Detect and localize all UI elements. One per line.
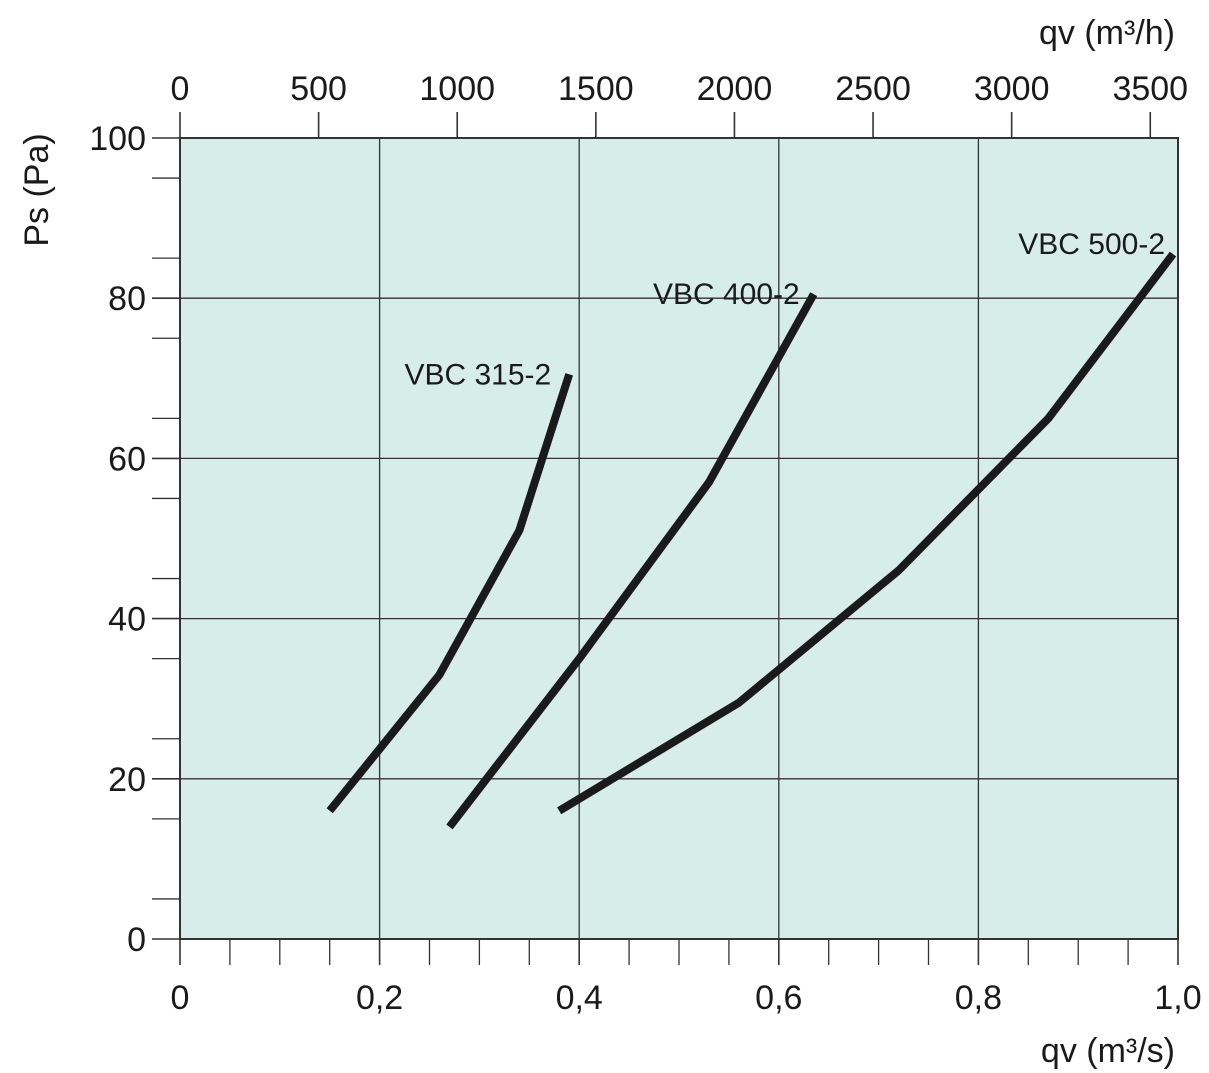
series-lines (326, 251, 1177, 830)
y-tick-label: 100 (89, 120, 146, 158)
series-line (446, 292, 818, 830)
minor-ticks (152, 112, 1179, 965)
x2-tick-label: 1000 (419, 70, 495, 108)
y-tick-label: 60 (108, 440, 146, 478)
x-tick-label: 0,8 (955, 979, 1002, 1017)
y-tick-label: 20 (108, 761, 146, 799)
x2-tick-label: 500 (290, 70, 347, 108)
x2-tick-label: 2000 (697, 70, 773, 108)
x-tick-label: 0 (171, 979, 190, 1017)
x2-tick-label: 0 (171, 70, 190, 108)
y-tick-label: 80 (108, 280, 146, 318)
y-tick-label: 40 (108, 601, 146, 639)
y-axis-title: Ps (Pa) (18, 133, 56, 246)
series-line (557, 251, 1177, 815)
x-axis-title: qv (m³/s) (1041, 1032, 1175, 1070)
series-label: VBC 400-2 (653, 278, 800, 311)
x-tick-label: 0,2 (356, 979, 403, 1017)
x2-tick-label: 3500 (1112, 70, 1188, 108)
x-tick-label: 1,0 (1154, 979, 1201, 1017)
y-tick-label: 0 (127, 921, 146, 959)
series-label: VBC 500-2 (1018, 228, 1165, 261)
x2-tick-label: 2500 (835, 70, 911, 108)
series-line (326, 373, 574, 814)
plot-area (180, 138, 1178, 939)
x-tick-label: 0,6 (755, 979, 802, 1017)
series-label: VBC 315-2 (404, 358, 551, 391)
x-tick-label: 0,4 (556, 979, 603, 1017)
plot-frame (179, 137, 1179, 940)
x2-axis-title: qv (m³/h) (1039, 14, 1175, 52)
x2-tick-label: 1500 (558, 70, 634, 108)
x2-tick-label: 3000 (974, 70, 1050, 108)
